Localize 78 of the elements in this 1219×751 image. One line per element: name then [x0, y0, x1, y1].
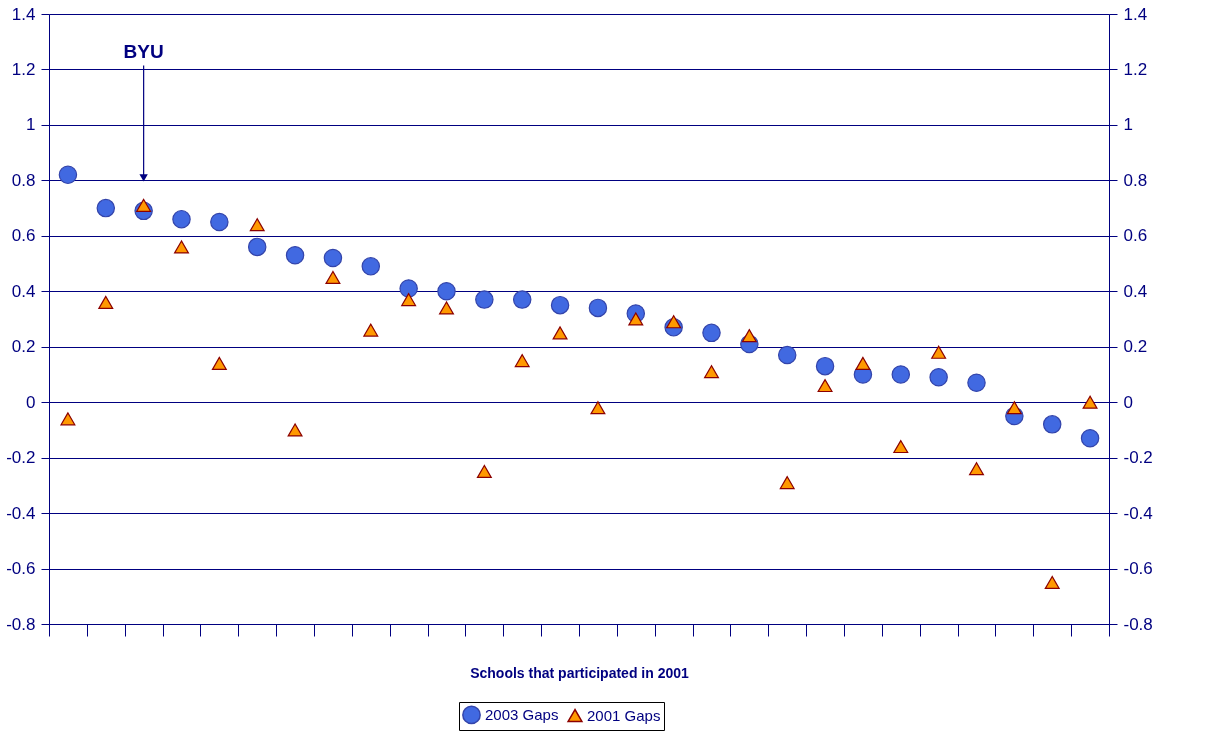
point [172, 209, 191, 229]
point [817, 378, 833, 393]
point [249, 218, 265, 232]
point [136, 198, 152, 212]
y-tick-label: 0.2 [11, 337, 36, 357]
point [891, 365, 911, 384]
point [1082, 395, 1098, 409]
legend-label: 2001 Gaps [587, 706, 661, 724]
y2-tick-label: 1.4 [1123, 4, 1148, 24]
point [893, 439, 909, 454]
point [666, 315, 682, 329]
y-tick-label: 0.6 [11, 226, 36, 246]
point [512, 290, 532, 309]
point [929, 367, 948, 387]
point [702, 323, 721, 343]
point [211, 356, 227, 370]
y2-tick-label: -0.8 [1123, 614, 1153, 634]
point [439, 301, 454, 315]
point [628, 312, 644, 326]
point [174, 240, 189, 254]
point [1042, 415, 1062, 434]
point [1080, 428, 1100, 448]
point [363, 323, 379, 337]
y2-tick-label: 0.2 [1123, 337, 1148, 357]
point [98, 295, 114, 309]
y2-tick-label: 0.6 [1123, 226, 1148, 246]
point [815, 356, 835, 376]
point [588, 298, 608, 318]
y-tick-label: -0.6 [6, 559, 36, 579]
y-tick-label: 0.8 [11, 170, 36, 190]
y2-tick-label: 1 [1123, 115, 1133, 135]
point [514, 354, 530, 368]
point [552, 326, 568, 340]
y2-tick-label: 1.2 [1123, 59, 1148, 79]
point [60, 412, 76, 426]
y-tick-label: 0.4 [11, 281, 36, 301]
x-axis-title: Schools that participated in 2001 [470, 664, 690, 681]
y-tick-label: 0 [26, 392, 36, 412]
point [401, 293, 417, 307]
point [325, 270, 341, 284]
point [287, 423, 303, 437]
point [399, 279, 418, 298]
point [777, 345, 797, 365]
point [96, 198, 116, 218]
y-tick-label: -0.4 [6, 503, 36, 523]
point [741, 329, 757, 343]
y2-tick-label: -0.2 [1123, 448, 1153, 468]
point [967, 373, 986, 393]
point [285, 245, 305, 265]
y-tick-label: -0.2 [6, 448, 36, 468]
point [58, 165, 78, 185]
point [361, 257, 381, 276]
annotation: BYU [123, 40, 164, 62]
point [550, 295, 570, 315]
point [855, 356, 871, 370]
y2-tick-label: 0.4 [1123, 281, 1148, 301]
point [931, 345, 947, 359]
y-tick-label: 1.2 [11, 59, 36, 79]
point [779, 476, 795, 490]
point [323, 248, 343, 268]
y-tick-label: 1.4 [11, 4, 36, 24]
y2-tick-label: -0.6 [1123, 559, 1153, 579]
y2-tick-label: 0.8 [1123, 170, 1148, 190]
point [590, 401, 606, 415]
point [476, 464, 492, 479]
point [437, 282, 456, 301]
point [969, 462, 984, 476]
point [210, 212, 229, 232]
point [247, 237, 267, 257]
point [475, 290, 494, 309]
y-tick-label: 1 [26, 115, 36, 135]
point [704, 365, 719, 379]
legend-label: 2003 Gaps [485, 705, 559, 723]
y-tick-label: -0.8 [6, 614, 36, 634]
y2-tick-label: -0.4 [1123, 503, 1153, 523]
point [1006, 401, 1022, 415]
point [1044, 575, 1060, 589]
y2-tick-label: 0 [1123, 392, 1133, 412]
